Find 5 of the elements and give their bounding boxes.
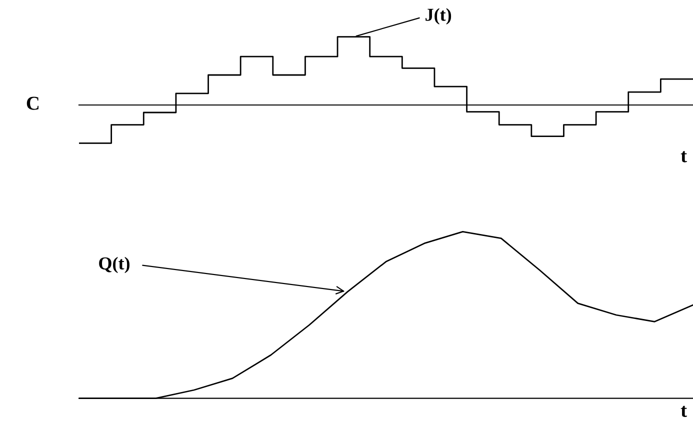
y-axis-title: C xyxy=(26,96,38,110)
x-axis-title: t xyxy=(680,151,687,162)
x-axis-title: t xyxy=(680,406,687,418)
legend-label: J(t) xyxy=(426,8,452,25)
text: Q(t) xyxy=(99,256,130,274)
